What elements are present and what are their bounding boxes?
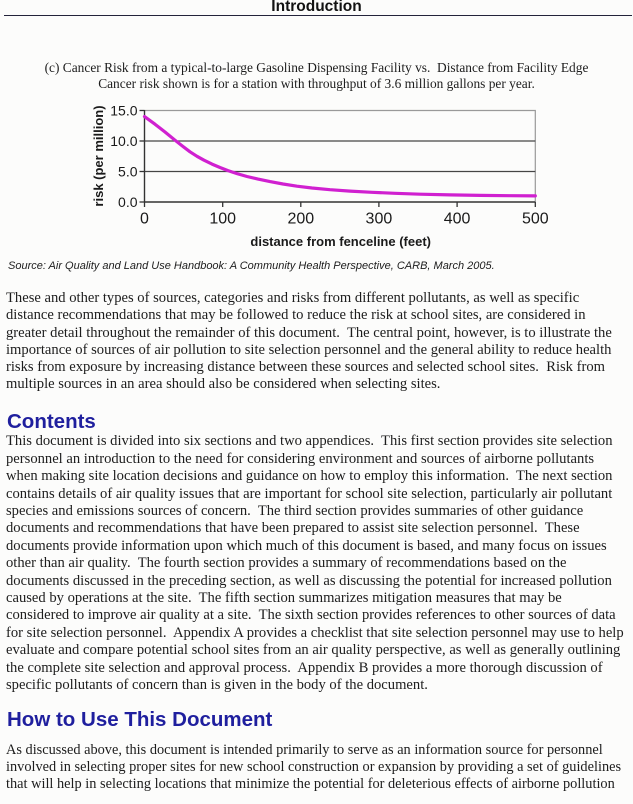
svg-text:200: 200 xyxy=(287,211,314,228)
svg-text:10.0: 10.0 xyxy=(110,133,137,149)
svg-text:15.0: 15.0 xyxy=(110,103,137,119)
svg-text:500: 500 xyxy=(522,211,549,228)
svg-text:risk (per million): risk (per million) xyxy=(91,105,106,206)
svg-text:5.0: 5.0 xyxy=(118,164,138,180)
svg-text:400: 400 xyxy=(444,211,471,228)
svg-text:100: 100 xyxy=(209,211,236,228)
svg-text:0: 0 xyxy=(140,211,149,228)
svg-text:distance from fenceline (feet): distance from fenceline (feet) xyxy=(250,234,431,249)
svg-text:300: 300 xyxy=(366,211,393,228)
svg-text:0.0: 0.0 xyxy=(118,194,138,210)
